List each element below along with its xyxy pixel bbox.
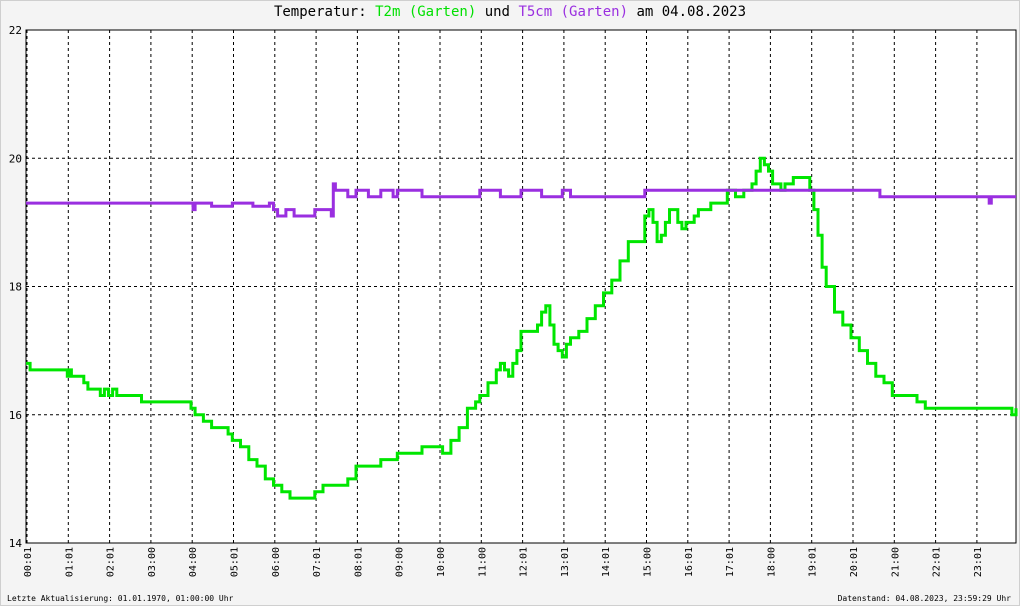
x-tick-label: 01:01: [64, 547, 75, 577]
x-tick-label: 06:00: [271, 547, 282, 577]
x-tick-label: 21:00: [890, 547, 901, 577]
y-tick-label: 20: [9, 152, 22, 165]
x-tick-label: 12:01: [519, 547, 530, 577]
x-tick-label: 05:01: [230, 547, 241, 577]
x-tick-label: 10:00: [436, 547, 447, 577]
x-tick-label: 19:01: [808, 547, 819, 577]
y-tick-label: 22: [9, 24, 22, 37]
grid-lines: [26, 30, 1016, 543]
title-prefix: Temperatur:: [273, 4, 367, 20]
y-tick-label: 14: [9, 537, 23, 550]
x-tick-label: 11:00: [477, 547, 488, 577]
x-tick-label: 07:01: [312, 547, 323, 577]
title-date: am 04.08.2023: [636, 4, 747, 20]
chart-title: Temperatur: T2m (Garten) und T5cm (Garte…: [0, 4, 1020, 20]
x-tick-label: 13:01: [560, 547, 571, 577]
series-line-t2m: [26, 156, 1018, 500]
title-series-t5cm: T5cm (Garten): [518, 4, 629, 20]
x-tick-label: 16:01: [684, 547, 695, 577]
title-series-t2m: T2m (Garten): [375, 4, 477, 20]
title-connector: und: [484, 4, 510, 20]
x-tick-label: 04:00: [188, 547, 199, 577]
x-tick-label: 22:01: [932, 547, 943, 577]
x-tick-label: 14:01: [601, 547, 612, 577]
x-tick-label: 03:00: [147, 547, 158, 577]
y-tick-label: 18: [9, 281, 22, 294]
last-update-text: Letzte Aktualisierung: 01.01.1970, 01:00…: [7, 594, 234, 603]
x-tick-label: 18:00: [766, 547, 777, 577]
series-line-t5cm: [26, 182, 1016, 218]
data-timestamp-text: Datenstand: 04.08.2023, 23:59:29 Uhr: [837, 594, 1011, 603]
series-lines: [26, 156, 1018, 500]
x-tick-label: 20:01: [849, 547, 860, 577]
x-tick-label: 00:01: [23, 547, 34, 577]
x-tick-label: 17:01: [725, 547, 736, 577]
x-tick-label: 08:01: [353, 547, 364, 577]
x-axis-ticks: 00:01 01:01 02:01 03:00 04:00 05:01 06:00 07:01…: [23, 547, 984, 577]
y-axis-ticks: 14 16 18 20 22: [9, 24, 23, 550]
y-tick-label: 16: [9, 409, 22, 422]
x-tick-label: 23:01: [973, 547, 984, 577]
x-tick-label: 02:01: [106, 547, 117, 577]
x-tick-label: 15:00: [643, 547, 654, 577]
x-tick-label: 09:00: [395, 547, 406, 577]
